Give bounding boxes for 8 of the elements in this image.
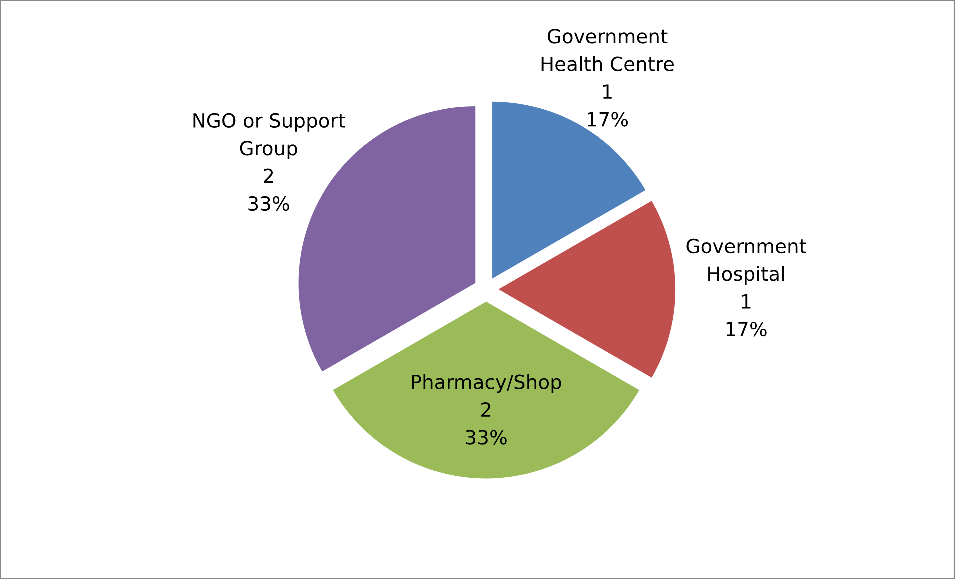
data-label: 2 33%: [466, 402, 507, 445]
slice-label: Government Health Centre: [542, 29, 674, 72]
slice-label: Pharmacy/Shop: [412, 374, 562, 394]
data-label: 1 17%: [588, 84, 628, 127]
data-label: 1 17%: [726, 294, 767, 337]
slice-label: Government Hospital: [686, 238, 806, 286]
slice-label: NGO or Support Group: [194, 113, 346, 160]
data-label: 2 33%: [248, 168, 290, 212]
